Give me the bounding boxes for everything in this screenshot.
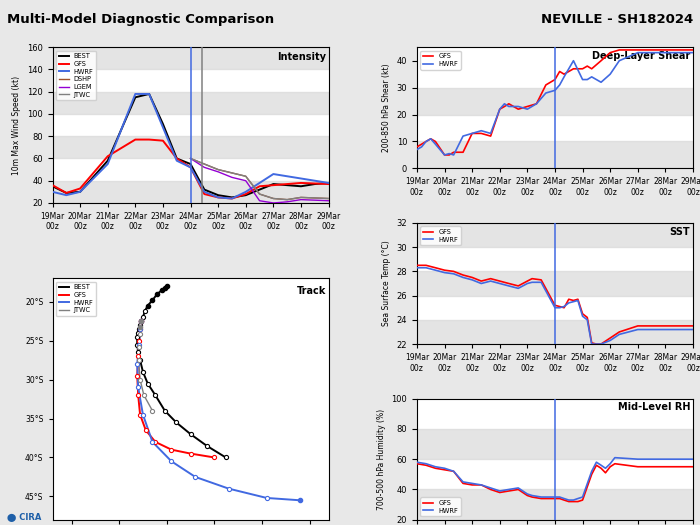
Legend: GFS, HWRF: GFS, HWRF (420, 226, 461, 245)
Text: NEVILLE - SH182024: NEVILLE - SH182024 (540, 13, 693, 26)
Legend: GFS, HWRF: GFS, HWRF (420, 50, 461, 70)
Bar (52, 92, 328, 114)
Text: Mid-Level RH: Mid-Level RH (617, 402, 690, 412)
Text: Track: Track (296, 286, 326, 296)
Text: Deep-Layer Shear: Deep-Layer Shear (592, 51, 690, 61)
Bar (52, 136, 328, 159)
Bar (52, 181, 328, 203)
Y-axis label: 10m Max Wind Speed (kt): 10m Max Wind Speed (kt) (13, 76, 21, 175)
Bar (52, 47, 328, 69)
Bar (417, 223, 693, 247)
Legend: BEST, GFS, HWRF, JTWC: BEST, GFS, HWRF, JTWC (56, 282, 97, 316)
Y-axis label: Sea Surface Temp (°C): Sea Surface Temp (°C) (382, 240, 391, 327)
Bar (417, 320, 693, 344)
Legend: GFS, HWRF: GFS, HWRF (420, 497, 461, 517)
Text: Intensity: Intensity (276, 52, 326, 62)
Text: ⬤ CIRA: ⬤ CIRA (7, 513, 41, 522)
Bar (417, 489, 693, 520)
Text: Multi-Model Diagnostic Comparison: Multi-Model Diagnostic Comparison (7, 13, 274, 26)
Text: SST: SST (670, 227, 690, 237)
Y-axis label: 200-850 hPa Shear (kt): 200-850 hPa Shear (kt) (382, 64, 391, 152)
Bar (417, 88, 693, 114)
Bar (417, 271, 693, 296)
Bar (417, 141, 693, 169)
Y-axis label: 700-500 hPa Humidity (%): 700-500 hPa Humidity (%) (377, 408, 386, 510)
Bar (417, 429, 693, 459)
Legend: BEST, GFS, HWRF, DSHP, LGEM, JTWC: BEST, GFS, HWRF, DSHP, LGEM, JTWC (56, 50, 97, 100)
